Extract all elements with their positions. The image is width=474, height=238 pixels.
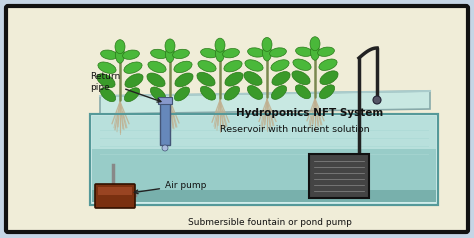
Ellipse shape bbox=[100, 50, 118, 59]
Ellipse shape bbox=[272, 85, 287, 99]
FancyBboxPatch shape bbox=[98, 187, 132, 195]
FancyBboxPatch shape bbox=[160, 100, 170, 145]
Ellipse shape bbox=[271, 60, 289, 71]
Ellipse shape bbox=[198, 60, 216, 72]
Ellipse shape bbox=[165, 39, 175, 53]
Polygon shape bbox=[92, 116, 436, 154]
Ellipse shape bbox=[148, 61, 166, 73]
Text: Air pump: Air pump bbox=[134, 180, 206, 194]
FancyBboxPatch shape bbox=[6, 6, 468, 232]
FancyBboxPatch shape bbox=[95, 184, 135, 208]
FancyBboxPatch shape bbox=[309, 154, 369, 198]
Ellipse shape bbox=[272, 72, 290, 85]
Ellipse shape bbox=[116, 46, 125, 63]
Ellipse shape bbox=[124, 62, 142, 73]
Ellipse shape bbox=[318, 47, 335, 56]
Ellipse shape bbox=[244, 72, 262, 85]
Ellipse shape bbox=[295, 85, 310, 99]
Ellipse shape bbox=[262, 37, 272, 51]
Ellipse shape bbox=[98, 62, 116, 73]
Ellipse shape bbox=[215, 38, 225, 52]
Polygon shape bbox=[90, 114, 438, 205]
Ellipse shape bbox=[292, 71, 310, 85]
Ellipse shape bbox=[319, 59, 337, 70]
Text: Submersible fountain or pond pump: Submersible fountain or pond pump bbox=[188, 218, 352, 227]
Ellipse shape bbox=[174, 87, 190, 101]
Ellipse shape bbox=[125, 74, 143, 88]
Ellipse shape bbox=[100, 88, 116, 102]
Ellipse shape bbox=[151, 49, 167, 59]
Ellipse shape bbox=[270, 48, 286, 57]
Ellipse shape bbox=[97, 74, 115, 88]
Ellipse shape bbox=[310, 37, 320, 51]
Ellipse shape bbox=[173, 49, 190, 59]
Ellipse shape bbox=[224, 86, 239, 100]
Circle shape bbox=[162, 145, 168, 151]
Polygon shape bbox=[92, 149, 436, 202]
Polygon shape bbox=[100, 91, 430, 114]
Ellipse shape bbox=[150, 87, 165, 101]
Circle shape bbox=[373, 96, 381, 104]
Text: Hydroponics NFT System: Hydroponics NFT System bbox=[237, 108, 383, 118]
Ellipse shape bbox=[197, 72, 215, 86]
Ellipse shape bbox=[320, 71, 338, 85]
Ellipse shape bbox=[247, 48, 264, 57]
Ellipse shape bbox=[247, 85, 263, 99]
Ellipse shape bbox=[123, 50, 139, 59]
FancyBboxPatch shape bbox=[158, 97, 172, 104]
Ellipse shape bbox=[293, 59, 311, 70]
Ellipse shape bbox=[225, 72, 243, 86]
Ellipse shape bbox=[296, 47, 312, 56]
Ellipse shape bbox=[216, 45, 225, 62]
Text: Return
pipe: Return pipe bbox=[90, 72, 161, 102]
Text: Reservoir with nutrient solution: Reservoir with nutrient solution bbox=[220, 125, 370, 134]
Ellipse shape bbox=[263, 44, 272, 61]
Ellipse shape bbox=[201, 86, 216, 100]
Ellipse shape bbox=[201, 49, 218, 58]
Ellipse shape bbox=[319, 85, 335, 99]
Ellipse shape bbox=[147, 73, 165, 87]
Ellipse shape bbox=[165, 45, 174, 62]
Ellipse shape bbox=[124, 88, 140, 102]
Ellipse shape bbox=[224, 60, 242, 72]
Ellipse shape bbox=[310, 43, 319, 60]
Ellipse shape bbox=[175, 73, 193, 87]
Polygon shape bbox=[92, 190, 436, 202]
Ellipse shape bbox=[174, 61, 192, 73]
Ellipse shape bbox=[245, 60, 263, 71]
Ellipse shape bbox=[223, 49, 239, 58]
Ellipse shape bbox=[115, 40, 125, 54]
